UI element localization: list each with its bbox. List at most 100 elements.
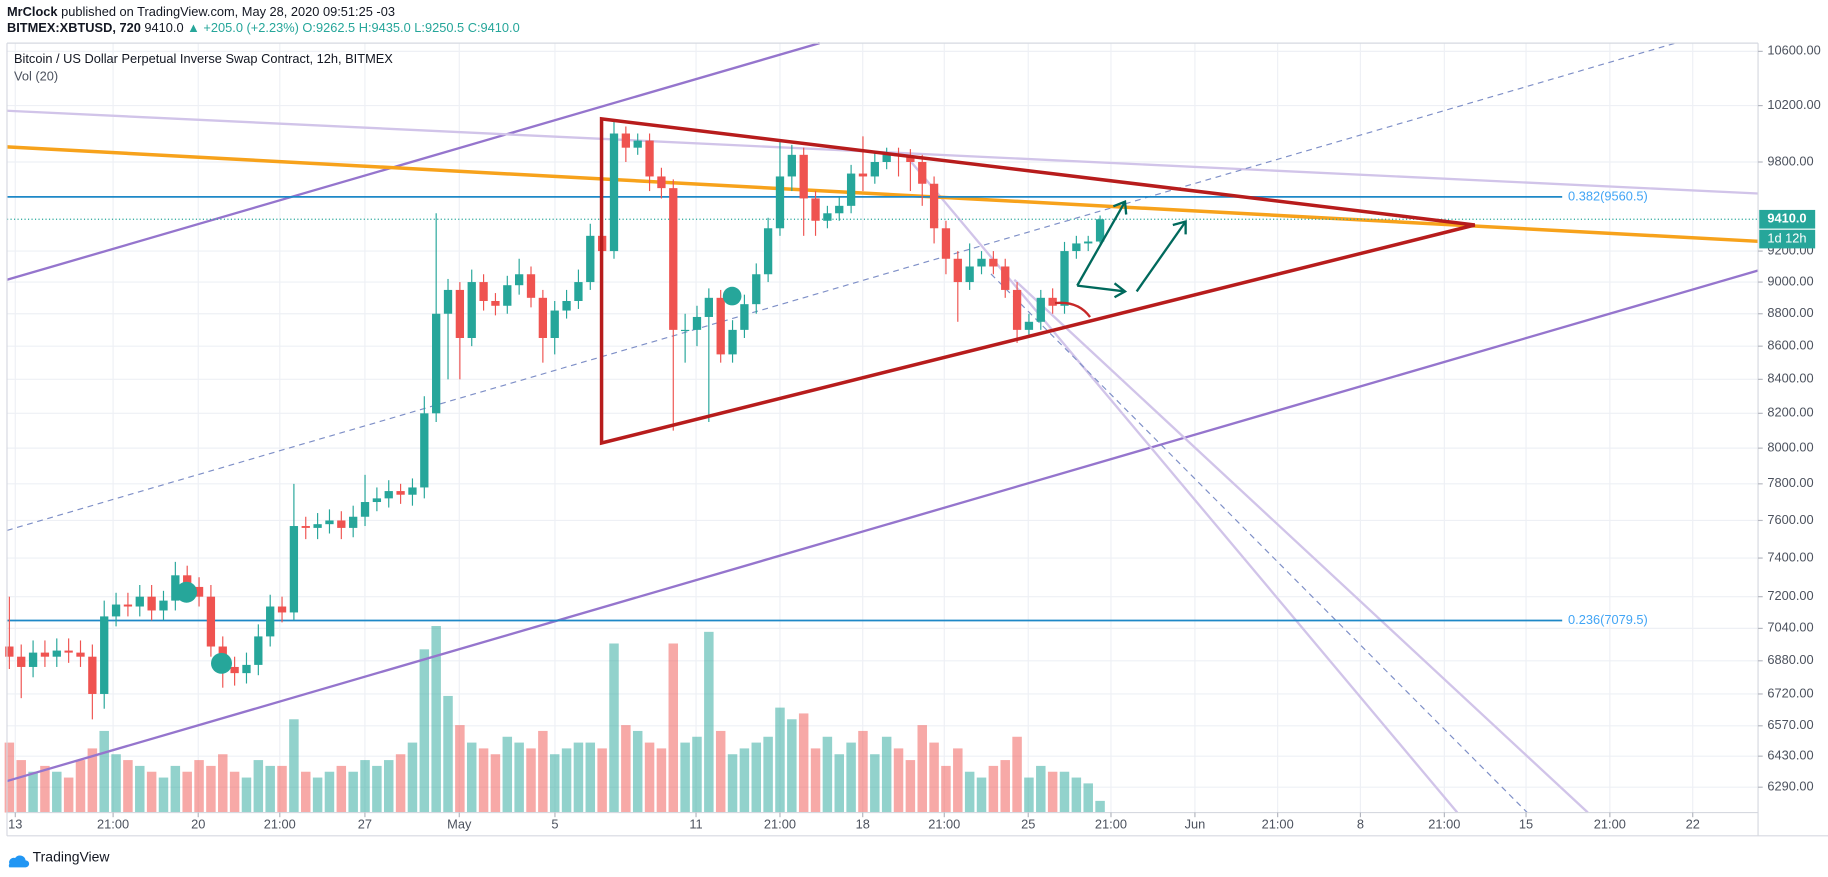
volume-bar — [834, 754, 844, 813]
ohlc: H:9435.0 — [359, 21, 411, 36]
last-price-label: 9410.0 — [1767, 211, 1806, 226]
y-tick-label: 6880.00 — [1767, 652, 1813, 667]
volume-bar — [988, 765, 999, 813]
volume — [4, 626, 1105, 813]
volume-bar — [787, 719, 797, 813]
volume-bar — [206, 765, 216, 813]
volume-bar — [135, 765, 145, 813]
volume-bar — [644, 742, 655, 813]
candle-body — [408, 487, 417, 495]
volume-bar — [751, 742, 762, 813]
logo-icon — [8, 855, 30, 868]
volume-bar — [538, 730, 548, 813]
ohlc: L:9250.5 — [414, 21, 464, 36]
arrow-head — [1113, 282, 1128, 299]
candle-body — [100, 616, 109, 694]
candle-body — [360, 502, 370, 517]
channel-line — [6, 269, 1759, 783]
volume-bar — [158, 777, 169, 813]
volume-bar — [763, 736, 773, 813]
footer-logo — [8, 855, 30, 868]
candle-body — [455, 289, 465, 338]
candle-body — [645, 140, 654, 177]
x-tick-label: 21:00 — [264, 817, 296, 832]
annotations — [176, 116, 1476, 674]
ohlc: C:9410.0 — [468, 21, 520, 36]
volume-bar — [502, 736, 513, 813]
candle-body — [5, 646, 14, 657]
volume-bar — [455, 725, 465, 813]
volume-bar — [4, 742, 15, 813]
y-tick-label: 9800.00 — [1767, 153, 1813, 168]
volume-bar — [893, 748, 904, 813]
volume-bar — [348, 771, 358, 813]
grid — [6, 43, 1759, 813]
volume-bar — [964, 771, 975, 813]
x-tick-label: 21:00 — [928, 817, 960, 832]
candle-body — [254, 636, 263, 665]
volume-bar — [265, 765, 275, 813]
volume-bar — [312, 777, 323, 813]
chart-title: Bitcoin / US Dollar Perpetual Inverse Sw… — [14, 51, 393, 66]
volume-bar — [704, 631, 714, 813]
volume-bar — [123, 760, 133, 813]
volume-bar — [395, 754, 406, 813]
volume-bar — [1000, 760, 1010, 813]
volume-bar — [277, 765, 287, 813]
arrow — [1135, 220, 1187, 293]
candle-body — [135, 596, 144, 607]
candle-body — [633, 140, 642, 148]
arrow-head — [1112, 200, 1128, 215]
candle-body — [562, 300, 571, 311]
candle-body — [965, 266, 974, 283]
candle-body — [716, 297, 725, 355]
symbol: BITMEX:XBTUSD, 720 — [7, 21, 141, 36]
y-tick-label: 7200.00 — [1767, 588, 1813, 603]
dashed-line — [990, 273, 1528, 813]
x-tick-label: 8 — [1357, 817, 1364, 832]
volume-bar — [478, 748, 489, 813]
volume-bar — [419, 649, 430, 813]
volume-bar — [75, 760, 86, 813]
candle-body — [420, 413, 429, 488]
volume-bar — [692, 736, 702, 813]
x-tick-label: 13 — [8, 817, 22, 832]
candle-body — [325, 520, 334, 525]
candle-body — [384, 491, 393, 499]
candle-body — [526, 274, 536, 298]
volume-bar — [218, 754, 228, 813]
volume-bar — [1036, 765, 1046, 813]
candle-body — [491, 300, 500, 306]
candle-body — [586, 235, 595, 283]
volume-bar — [336, 765, 347, 813]
x-tick-label: 21:00 — [1594, 817, 1626, 832]
y-tick-label: 6570.00 — [1767, 717, 1813, 732]
y-tick-label: 8000.00 — [1767, 440, 1813, 455]
volume-bar — [727, 754, 738, 813]
volume-bar — [301, 771, 311, 813]
candle-body — [289, 526, 299, 613]
ohlc: O:9262.5 — [302, 21, 355, 36]
symbol-line: BITMEX:XBTUSD, 720 9410.0 ▲ +205.0 (+2.2… — [7, 21, 520, 36]
volume-bar — [372, 765, 382, 813]
volume-bar — [822, 736, 833, 813]
volume-bar — [1095, 800, 1105, 813]
candle-body — [194, 586, 204, 597]
candle-body — [775, 176, 785, 229]
volume-bar — [609, 643, 619, 813]
idea-icon — [176, 581, 198, 603]
y-tick-label: 7600.00 — [1767, 512, 1813, 527]
volume-bar — [810, 748, 821, 813]
candle-body — [704, 297, 713, 317]
volume-bar — [99, 730, 109, 813]
y-tick-label: 7040.00 — [1767, 620, 1813, 635]
volume-bar — [28, 771, 38, 813]
volume-bar — [170, 765, 181, 813]
triangle — [599, 116, 1476, 446]
volume-bar — [1024, 777, 1034, 813]
candle-body — [1084, 241, 1093, 244]
candle-body — [206, 596, 216, 647]
volume-bar — [40, 765, 50, 813]
candle-body — [846, 173, 856, 206]
candle-body — [349, 516, 358, 528]
